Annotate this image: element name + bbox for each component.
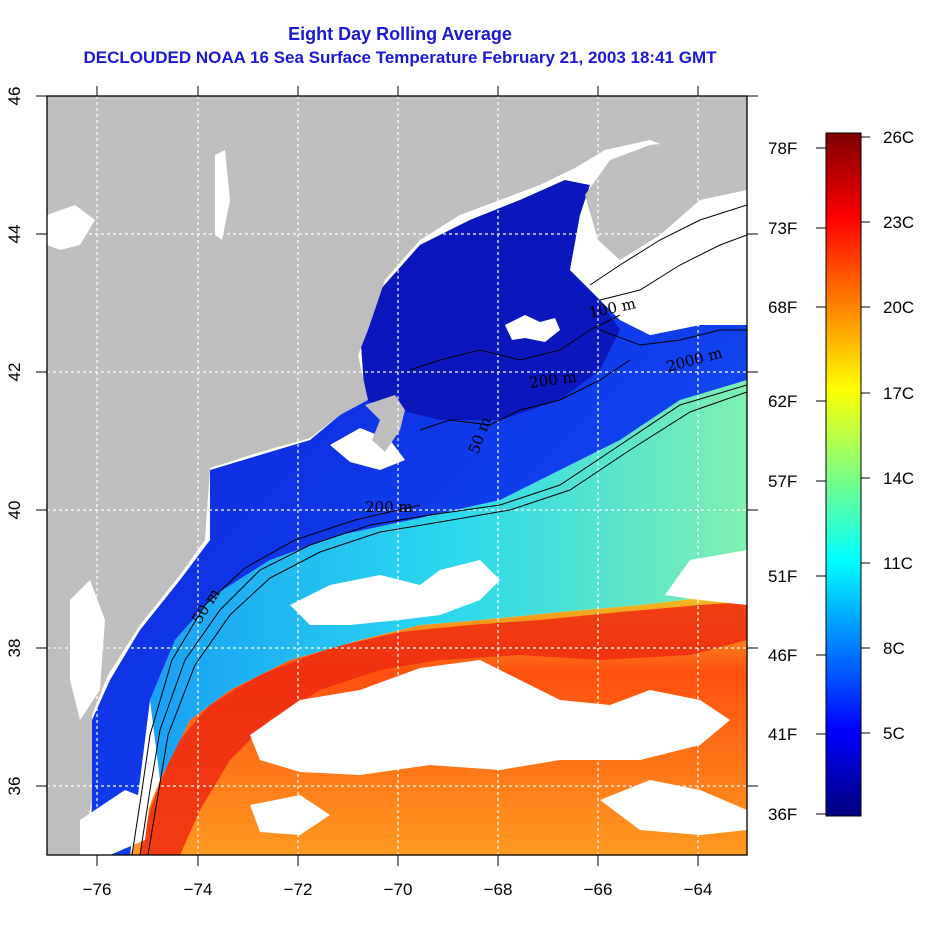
colorbar-celsius-label: 8C: [883, 639, 905, 658]
colorbar-fahrenheit-label: 57F: [768, 472, 797, 491]
y-tick-label: 44: [5, 225, 24, 244]
cloud-patch-georges: [505, 315, 560, 342]
lake-champlain: [215, 150, 230, 240]
x-tick-label: −70: [384, 880, 413, 899]
colorbar-celsius-label: 20C: [883, 298, 914, 317]
colorbar-fahrenheit-label: 36F: [768, 805, 797, 824]
cloud-gap-southwest: [250, 795, 330, 835]
colorbar-fahrenheit-label: 41F: [768, 725, 797, 744]
colorbar-celsius-label: 17C: [883, 384, 914, 403]
y-tick-label: 38: [5, 639, 24, 658]
colorbar-fahrenheit-label: 73F: [768, 219, 797, 238]
cape-hatteras-nodata: [80, 790, 150, 855]
colorbar-fahrenheit-label: 68F: [768, 298, 797, 317]
map-subtitle: DECLOUDED NOAA 16 Sea Surface Temperatur…: [83, 48, 717, 67]
land-nova-scotia: [585, 140, 747, 260]
x-tick-label: −76: [83, 880, 112, 899]
colorbar-ticks: [816, 136, 870, 815]
cloud-gap-slope-west: [290, 560, 500, 625]
colorbar-celsius-label: 5C: [883, 724, 905, 743]
y-tick-label: 42: [5, 363, 24, 382]
colorbar: [825, 132, 862, 817]
bathymetry-contours: [131, 204, 747, 855]
x-tick-label: −74: [184, 880, 213, 899]
land-cape-cod: [365, 395, 405, 452]
lake-ontario: [47, 205, 95, 250]
colorbar-fahrenheit-label: 46F: [768, 646, 797, 665]
y-tick-label: 40: [5, 501, 24, 520]
contour-label-200m-shelf: 200 m: [365, 498, 413, 516]
x-tick-label: −66: [584, 880, 613, 899]
gulf-of-maine: [360, 180, 620, 420]
chesapeake-nodata: [70, 580, 105, 720]
colorbar-celsius-label: 14C: [883, 469, 914, 488]
colorbar-celsius-label: 23C: [883, 213, 914, 232]
y-tick-label: 46: [5, 87, 24, 106]
x-axis: [96, 86, 699, 866]
cloud-gap-south: [250, 660, 730, 775]
colorbar-fahrenheit-label: 78F: [768, 139, 797, 158]
colorbar-fahrenheit-label: 51F: [768, 567, 797, 586]
map-panel: [47, 96, 747, 855]
graticule: [47, 96, 747, 855]
map-frame: [46, 95, 748, 856]
x-tick-label: −64: [684, 880, 713, 899]
y-tick-label: 36: [5, 777, 24, 796]
colorbar-celsius-label: 26C: [883, 128, 914, 147]
x-tick-label: −68: [484, 880, 513, 899]
land-north-america: [47, 96, 747, 855]
cloud-gap-slope-east: [665, 550, 747, 605]
x-tick-label: −72: [284, 880, 313, 899]
colorbar-fahrenheit-label: 62F: [768, 392, 797, 411]
colorbar-celsius-label: 11C: [883, 554, 913, 573]
gulf-stream-core: [140, 602, 747, 855]
map-title: Eight Day Rolling Average: [288, 24, 512, 44]
y-axis: [36, 95, 758, 787]
cloud-gap-southeast: [600, 780, 747, 835]
